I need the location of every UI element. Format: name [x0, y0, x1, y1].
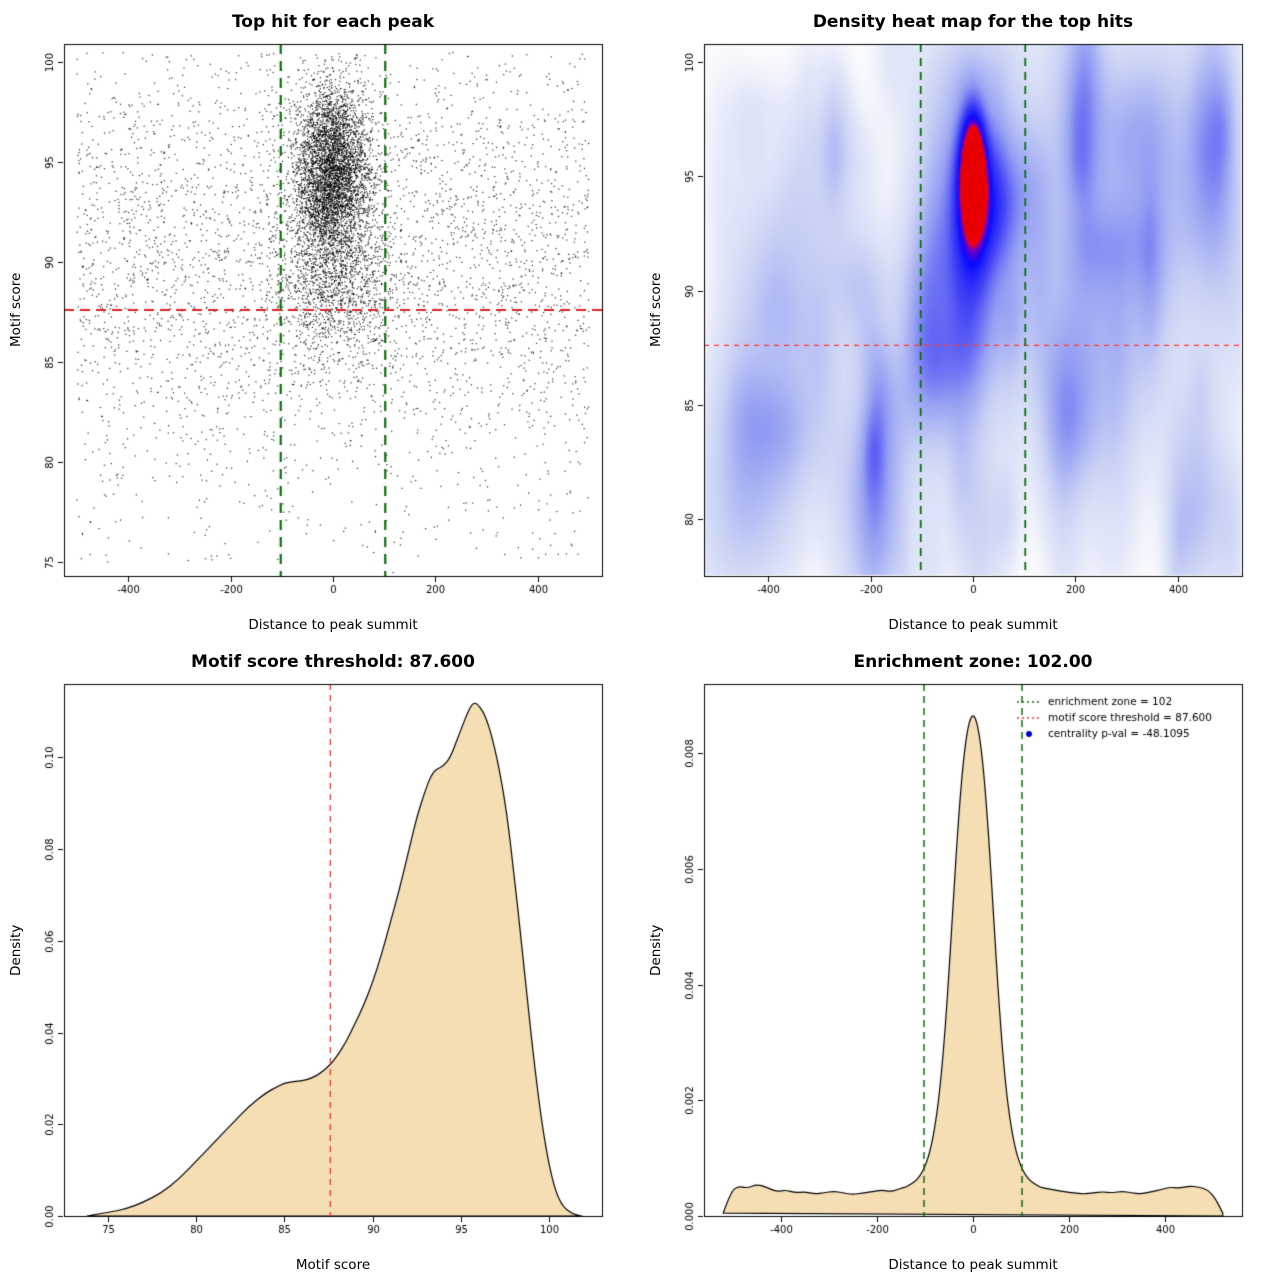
y-axis-label: Density [648, 924, 664, 976]
panel-title: Density heat map for the top hits [812, 12, 1134, 32]
x-axis-label: Motif score [295, 1257, 371, 1273]
x-axis-label: Distance to peak summit [888, 1257, 1058, 1273]
score-density-canvas [0, 640, 640, 1280]
heatmap-canvas [640, 0, 1280, 640]
y-axis-label: Density [8, 924, 24, 976]
panel-density-heatmap: Density heat map for the top hits Distan… [640, 0, 1280, 640]
panel-top-hit-scatter: Top hit for each peak Distance to peak s… [0, 0, 640, 640]
scatter-plot-canvas [0, 0, 640, 640]
panel-enrichment-zone-density: Enrichment zone: 102.00 Distance to peak… [640, 640, 1280, 1280]
y-axis-label: Motif score [648, 272, 664, 348]
panel-title: Enrichment zone: 102.00 [853, 652, 1093, 672]
x-axis-label: Distance to peak summit [888, 617, 1058, 633]
x-axis-label: Distance to peak summit [248, 617, 418, 633]
panel-motif-score-density: Motif score threshold: 87.600 Motif scor… [0, 640, 640, 1280]
panel-title: Top hit for each peak [231, 12, 435, 32]
panel-title: Motif score threshold: 87.600 [191, 652, 475, 672]
y-axis-label: Motif score [8, 272, 24, 348]
distance-density-canvas [640, 640, 1280, 1280]
